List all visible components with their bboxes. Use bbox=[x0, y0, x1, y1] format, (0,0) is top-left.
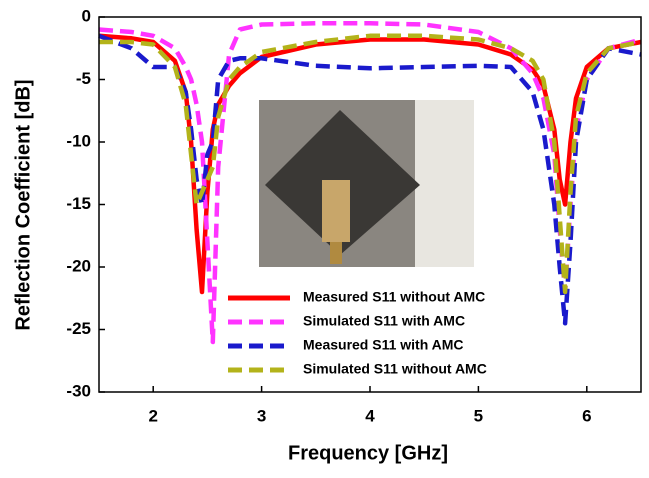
x-tick-label: 2 bbox=[148, 406, 157, 425]
y-tick-label: -10 bbox=[66, 131, 91, 150]
x-tick-label: 3 bbox=[257, 406, 266, 425]
x-tick-label: 6 bbox=[582, 406, 591, 425]
series-line bbox=[99, 33, 642, 295]
legend-label: Measured S11 with AMC bbox=[303, 337, 464, 353]
legend-label: Measured S11 without AMC bbox=[303, 289, 485, 305]
x-tick-label: 5 bbox=[474, 406, 483, 425]
y-tick-label: -15 bbox=[66, 194, 91, 213]
inset-photo bbox=[259, 100, 474, 267]
y-axis-title: Reflection Coefficient [dB] bbox=[12, 79, 34, 330]
x-axis-title: Frequency [GHz] bbox=[288, 442, 448, 464]
legend-label: Simulated S11 with AMC bbox=[303, 313, 465, 329]
y-tick-label: -30 bbox=[66, 381, 91, 400]
legend-label: Simulated S11 without AMC bbox=[303, 361, 487, 377]
series-line bbox=[98, 21, 642, 345]
y-tick-label: 0 bbox=[82, 6, 91, 25]
plot-frame bbox=[98, 16, 642, 393]
y-tick-label: -25 bbox=[66, 319, 91, 338]
y-tick-label: -20 bbox=[66, 256, 91, 275]
y-tick-label: -5 bbox=[76, 69, 91, 88]
series-line bbox=[98, 33, 642, 295]
x-tick-label: 4 bbox=[365, 406, 375, 425]
